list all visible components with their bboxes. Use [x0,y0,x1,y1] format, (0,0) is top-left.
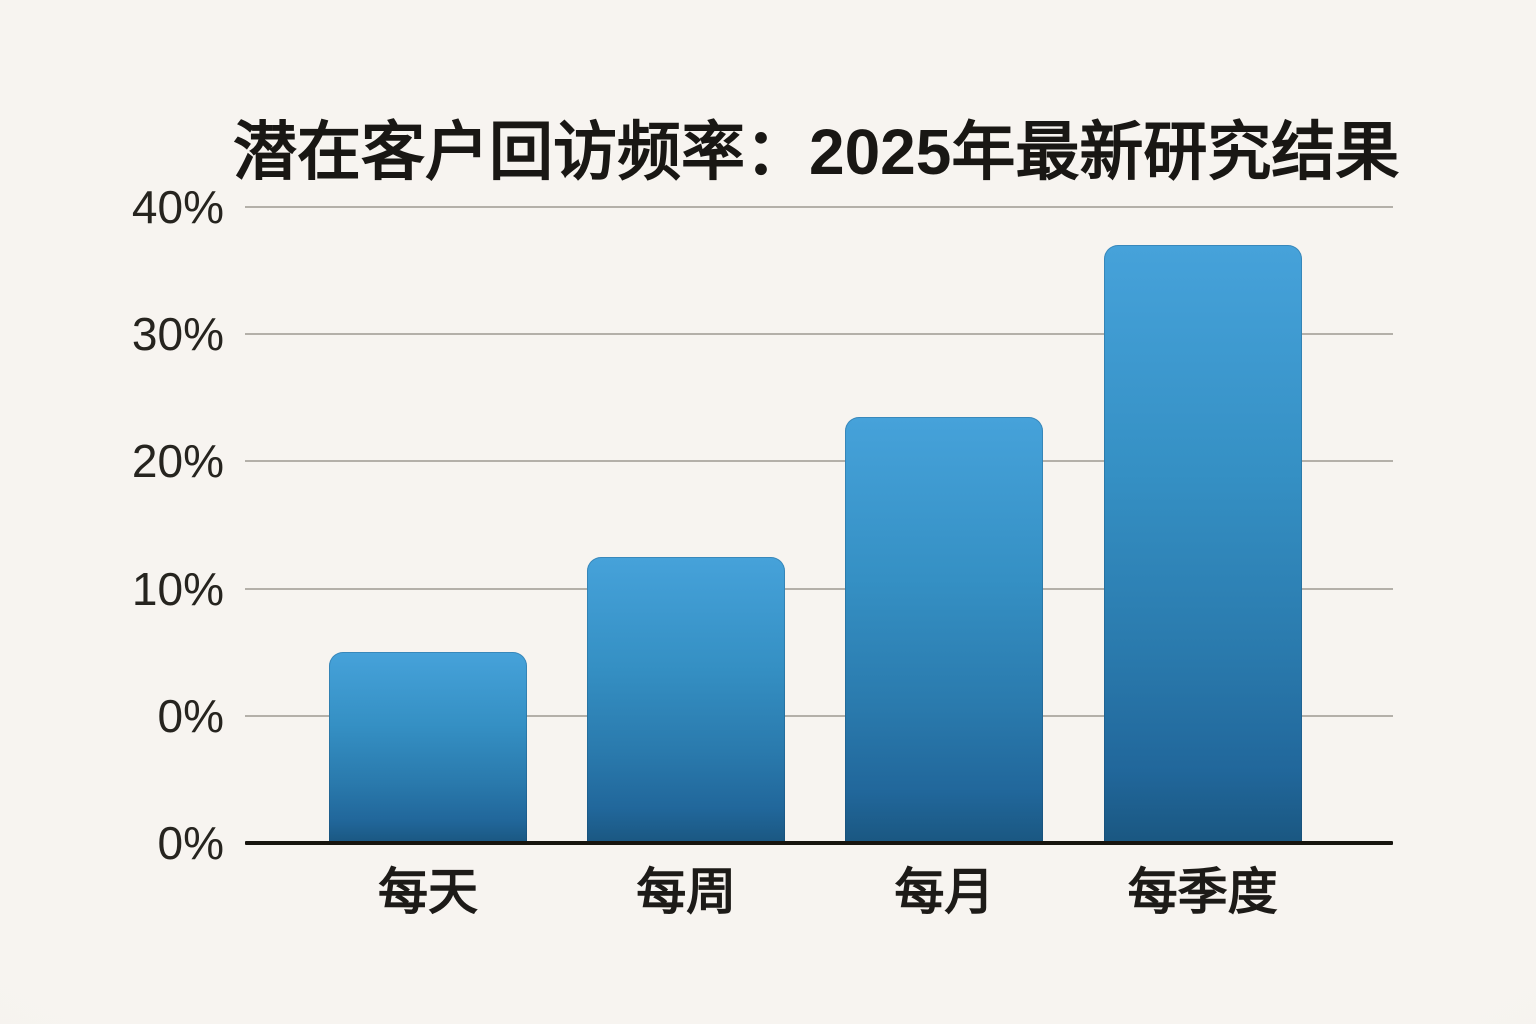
x-axis-tick-label: 每周 [636,864,737,920]
chart-title: 潜在客户回访频率：2025年最新研究结果 [233,115,1400,188]
y-gridline [245,206,1393,208]
y-gridline [245,587,1393,590]
x-axis-tick-label: 每季度 [1127,864,1278,920]
x-axis-line [245,841,1393,845]
y-axis-tick-label: 40% [131,181,224,233]
y-axis-tick-label: 20% [131,435,224,488]
y-gridline [245,460,1393,463]
x-axis-tick-label: 每月 [894,864,995,920]
y-axis-tick-label: 0% [157,817,224,869]
x-axis-tick-label: 每天 [378,864,478,920]
bar [845,416,1044,843]
y-gridline [245,714,1393,717]
y-axis-tick-label: 0% [157,689,224,742]
y-axis-tick-label: 10% [131,562,224,615]
y-axis-tick-label: 30% [131,308,224,361]
bar [329,652,527,843]
y-gridline [245,333,1393,336]
bar [587,556,786,843]
bar [1103,245,1302,843]
